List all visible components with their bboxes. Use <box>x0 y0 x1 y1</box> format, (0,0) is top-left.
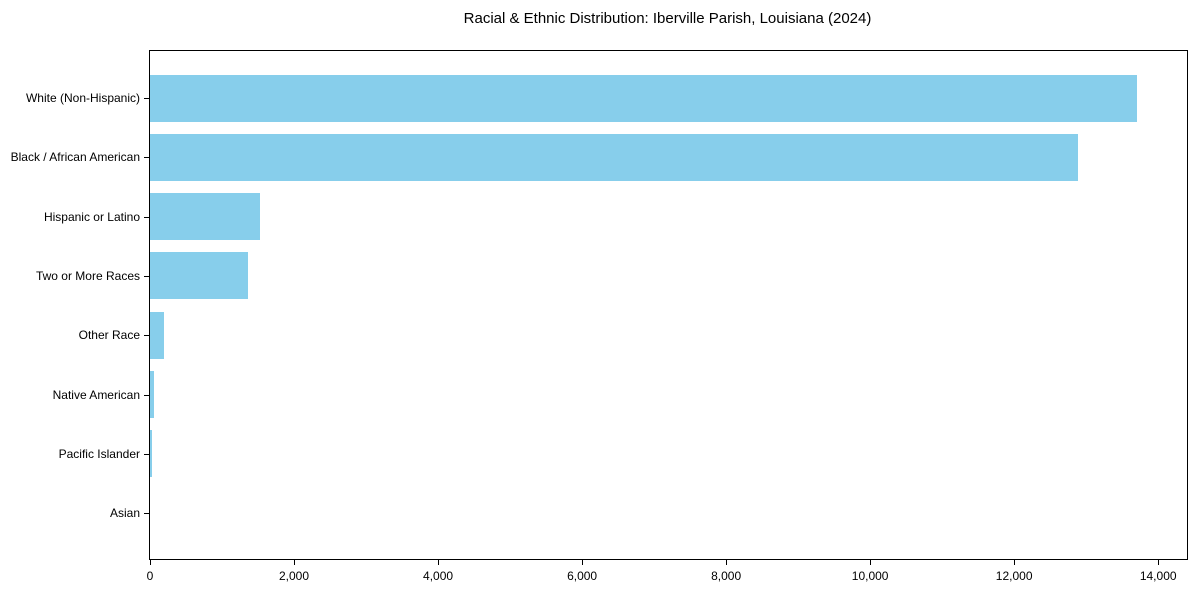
chart-title: Racial & Ethnic Distribution: Iberville … <box>463 10 872 27</box>
y-axis-category-label: Other Race <box>78 328 140 343</box>
y-axis-category-label: White (Non-Hispanic) <box>25 91 140 105</box>
x-axis-tick-label: 6,000 <box>567 569 598 583</box>
y-axis-tick <box>144 216 149 218</box>
y-axis-category-label: Pacific Islander <box>58 446 140 461</box>
bar <box>150 74 1137 122</box>
x-axis-tick <box>582 560 584 565</box>
y-axis-category-label: Native American <box>52 387 140 402</box>
y-axis-tick <box>144 98 149 99</box>
plot-area: White (Non-Hispanic) Black / African Amer… <box>11 50 1188 583</box>
x-axis-tick-label: 8,000 <box>711 569 742 583</box>
y-axis-category-label: Two or More Races <box>35 268 140 283</box>
x-axis-tick <box>870 560 872 565</box>
x-axis-tick <box>150 560 151 565</box>
x-axis-tick <box>1158 560 1160 565</box>
y-axis-tick <box>144 275 149 277</box>
x-axis-tick-label: 12,000 <box>995 569 1033 583</box>
x-axis-tick <box>438 560 440 565</box>
x-axis-tick-label: 14,000 <box>1139 569 1177 583</box>
bar <box>150 252 248 300</box>
bar <box>150 193 261 241</box>
x-axis-tick-label: 10,000 <box>851 569 889 583</box>
bar <box>150 133 1078 181</box>
x-axis-tick-label: 0 <box>146 569 154 583</box>
y-axis-tick <box>144 513 149 515</box>
x-axis-tick-label: 4,000 <box>423 569 454 583</box>
bar <box>150 371 155 418</box>
x-axis-tick-label: 2,000 <box>279 569 310 583</box>
x-axis-tick <box>726 560 728 565</box>
x-axis-tick <box>1014 560 1016 565</box>
bar <box>150 311 164 359</box>
y-axis-tick <box>144 335 149 337</box>
y-axis-category-label: Black / African American <box>10 150 140 165</box>
x-axis-tick <box>294 560 296 565</box>
y-axis-tick <box>144 453 149 455</box>
y-axis-tick <box>144 157 149 159</box>
y-axis-category-label: Asian <box>109 506 140 521</box>
bar <box>150 430 153 478</box>
y-axis-category-label: Hispanic or Latino <box>43 209 140 224</box>
y-axis-tick <box>144 394 149 396</box>
